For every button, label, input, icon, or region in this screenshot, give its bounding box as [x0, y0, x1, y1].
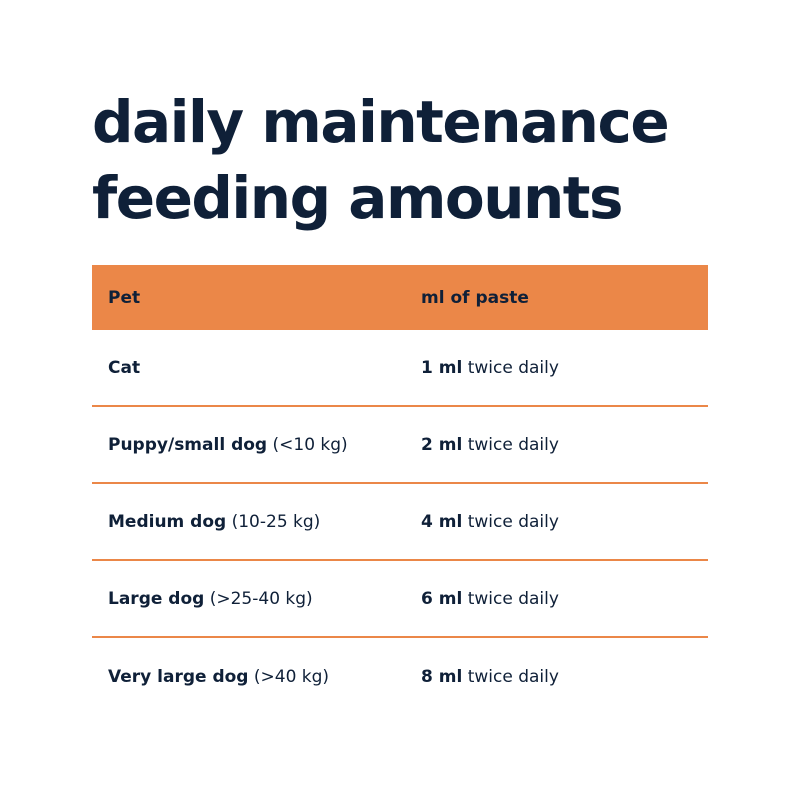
amount-frequency: twice daily — [467, 666, 559, 687]
amount-cell: 6 ml twice daily — [421, 589, 708, 609]
amount-value: 4 ml — [421, 511, 463, 532]
amount-frequency: twice daily — [467, 357, 559, 378]
pet-name: Medium dog — [108, 511, 227, 532]
amount-cell: 1 ml twice daily — [421, 358, 708, 378]
amount-cell: 2 ml twice daily — [421, 435, 708, 455]
column-header-pet: Pet — [108, 287, 141, 308]
column-header-ml: ml of paste — [421, 287, 529, 308]
pet-cell: Puppy/small dog (<10 kg) — [92, 435, 421, 455]
amount-cell: 4 ml twice daily — [421, 512, 708, 532]
table-row: Puppy/small dog (<10 kg) 2 ml twice dail… — [92, 407, 708, 484]
pet-weight: (>40 kg) — [253, 666, 330, 687]
table-row: Very large dog (>40 kg) 8 ml twice daily — [92, 638, 708, 715]
pet-weight: (10-25 kg) — [231, 511, 321, 532]
pet-weight: (>25-40 kg) — [209, 588, 313, 609]
amount-frequency: twice daily — [467, 511, 559, 532]
amount-frequency: twice daily — [467, 434, 559, 455]
pet-weight: (<10 kg) — [272, 434, 348, 455]
pet-cell: Cat — [92, 358, 421, 378]
table-row: Cat 1 ml twice daily — [92, 330, 708, 407]
pet-name: Puppy/small dog — [108, 434, 268, 455]
feeding-table: Pet ml of paste Cat 1 ml twice daily Pup… — [92, 265, 708, 715]
table-header-row: Pet ml of paste — [92, 265, 708, 330]
table-row: Large dog (>25-40 kg) 6 ml twice daily — [92, 561, 708, 638]
amount-value: 8 ml — [421, 666, 463, 687]
table-row: Medium dog (10-25 kg) 4 ml twice daily — [92, 484, 708, 561]
amount-cell: 8 ml twice daily — [421, 667, 708, 687]
pet-cell: Medium dog (10-25 kg) — [92, 512, 421, 532]
pet-name: Cat — [108, 357, 141, 378]
amount-frequency: twice daily — [467, 588, 559, 609]
page-title-line-2: feeding amounts — [92, 164, 624, 232]
amount-value: 2 ml — [421, 434, 463, 455]
amount-value: 1 ml — [421, 357, 463, 378]
amount-value: 6 ml — [421, 588, 463, 609]
pet-cell: Large dog (>25-40 kg) — [92, 589, 421, 609]
page-title-line-1: daily maintenance — [92, 88, 670, 156]
page-title: daily maintenance feeding amounts — [92, 84, 708, 236]
pet-cell: Very large dog (>40 kg) — [92, 667, 421, 687]
pet-name: Large dog — [108, 588, 205, 609]
pet-name: Very large dog — [108, 666, 249, 687]
